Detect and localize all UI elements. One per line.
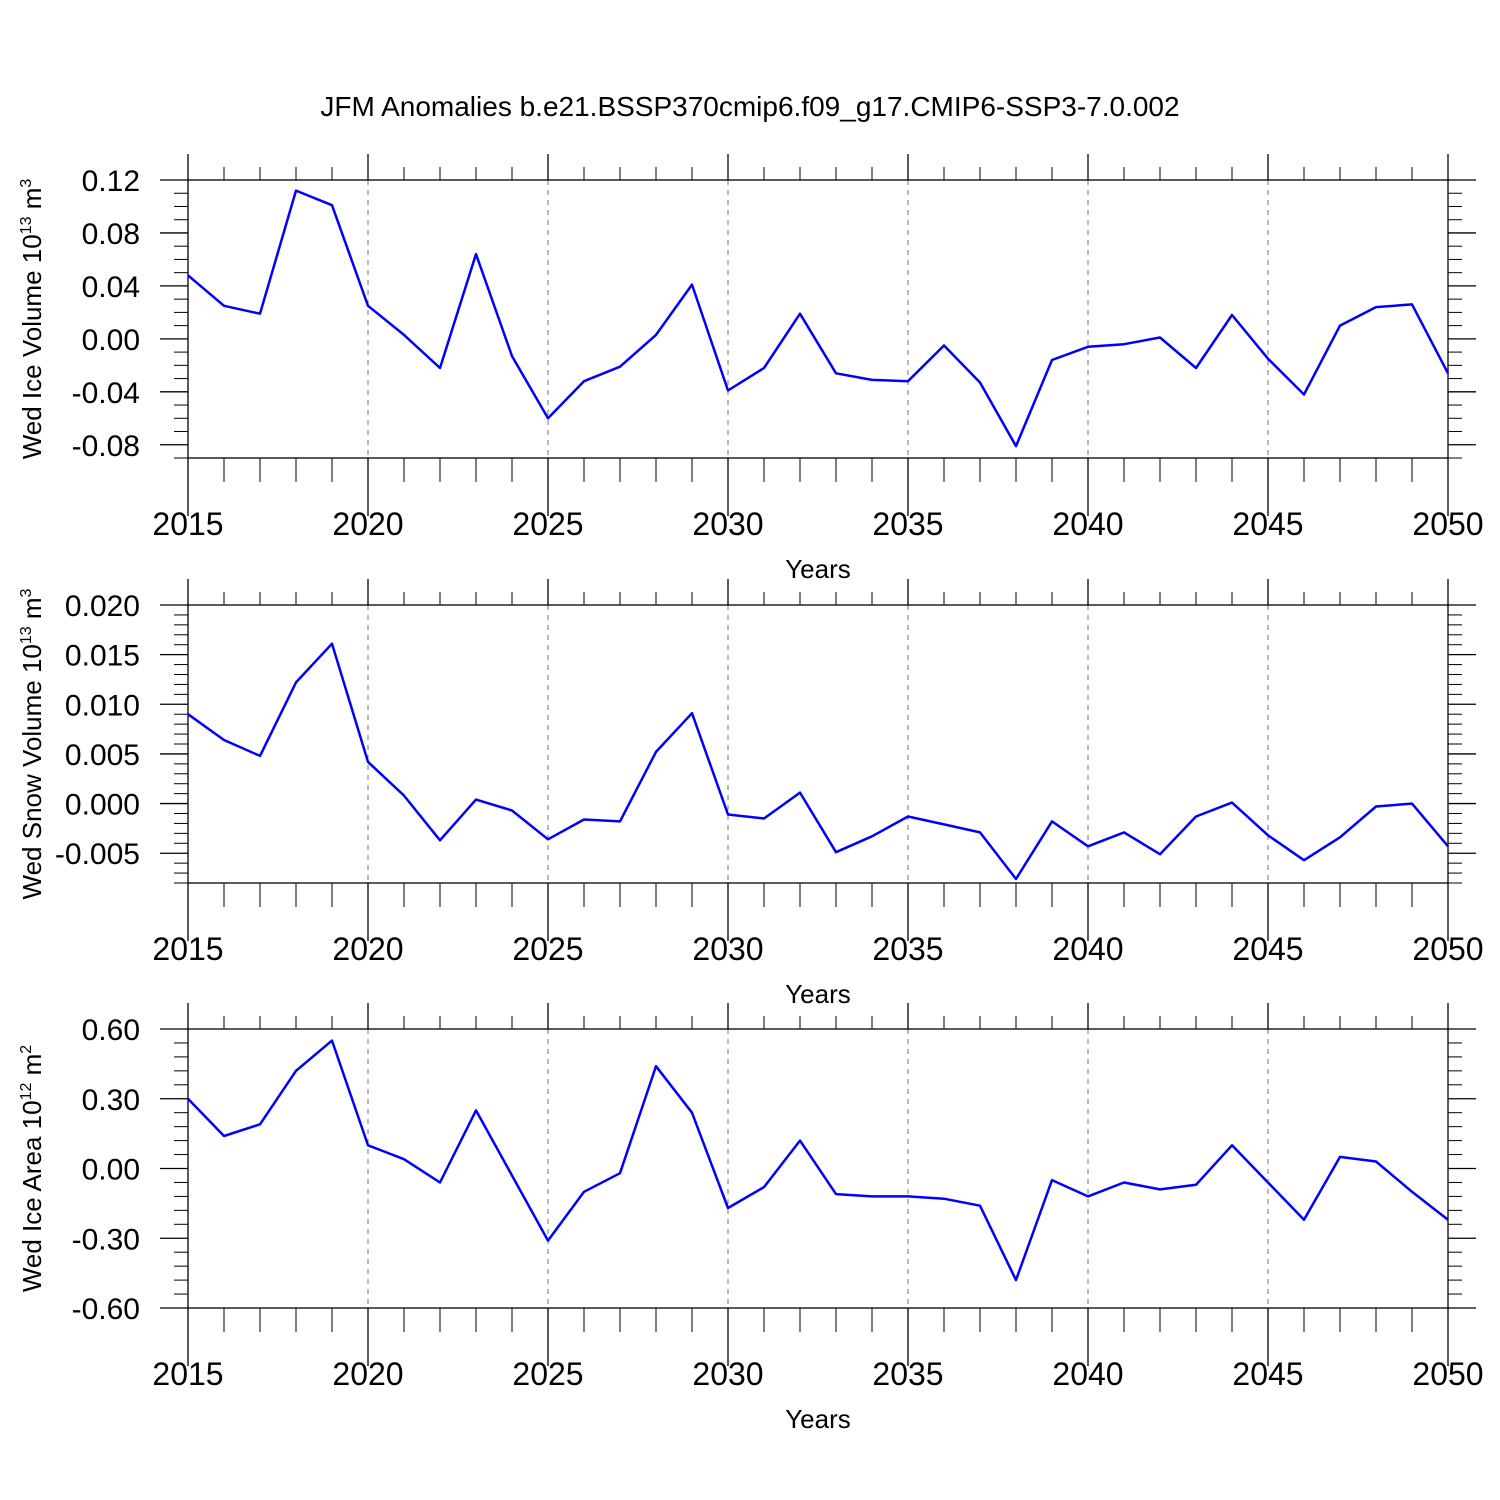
y-axis-label: Wed Ice Area 1012 m2 <box>17 1045 47 1292</box>
y-tick-label: 0.08 <box>82 218 140 251</box>
y-tick-label: 0.00 <box>82 1154 140 1187</box>
y-axis-label-text: m <box>17 1054 47 1083</box>
x-tick-label: 2035 <box>872 506 943 542</box>
x-tick-label: 2040 <box>1052 931 1123 967</box>
x-tick-label: 2045 <box>1232 506 1303 542</box>
y-tick-label: 0.30 <box>82 1084 140 1117</box>
y-tick-label: 0.010 <box>65 689 140 722</box>
y-axis-label-text: Wed Ice Area 10 <box>17 1100 47 1292</box>
x-tick-label: 2015 <box>152 931 223 967</box>
x-axis-label: Years <box>785 979 851 1009</box>
y-axis-label: Wed Snow Volume 1013 m3 <box>17 588 47 899</box>
y-tick-label: 0.00 <box>82 324 140 357</box>
y-axis-label-text: m <box>17 188 47 217</box>
x-tick-label: 2045 <box>1232 1356 1303 1392</box>
x-tick-label: 2020 <box>332 931 403 967</box>
x-tick-label: 2050 <box>1412 1356 1483 1392</box>
y-axis-label-text: Wed Ice Volume 10 <box>17 234 47 459</box>
y-axis-label-superscript: 13 <box>18 216 35 234</box>
y-axis-label-superscript: 12 <box>18 1083 35 1101</box>
x-tick-label: 2040 <box>1052 506 1123 542</box>
y-axis-label-superscript: 3 <box>18 179 35 188</box>
y-tick-label: -0.04 <box>72 377 140 410</box>
x-tick-label: 2030 <box>692 931 763 967</box>
y-tick-label: 0.020 <box>65 590 140 623</box>
y-tick-label: 0.015 <box>65 640 140 673</box>
y-axis-label: Wed Ice Volume 1013 m3 <box>17 179 47 460</box>
series-line <box>187 1039 1449 1282</box>
y-axis-label-superscript: 2 <box>18 1045 35 1054</box>
y-tick-label: -0.60 <box>72 1293 140 1326</box>
y-tick-label: -0.005 <box>55 838 140 871</box>
y-tick-label: -0.30 <box>72 1223 140 1256</box>
y-tick-label: 0.005 <box>65 739 140 772</box>
panel-3: 0.60 0.30 0.00 -0.30 -0.60 2015 2020 2025 2030 20… <box>17 1003 1484 1434</box>
x-tick-label: 2015 <box>152 506 223 542</box>
panel-2: 0.020 0.015 0.010 0.005 0.000 -0.005 2015 2020 2… <box>17 579 1484 1009</box>
x-tick-label: 2020 <box>332 506 403 542</box>
x-tick-label: 2050 <box>1412 506 1483 542</box>
x-tick-label: 2015 <box>152 1356 223 1392</box>
y-axis-label-superscript: 3 <box>18 588 35 597</box>
y-tick-label: 0.04 <box>82 271 140 304</box>
x-tick-label: 2035 <box>872 931 943 967</box>
x-axis-label: Years <box>785 1404 851 1434</box>
x-tick-label: 2040 <box>1052 1356 1123 1392</box>
y-tick-label: 0.60 <box>82 1014 140 1047</box>
x-tick-label: 2025 <box>512 931 583 967</box>
y-tick-label: -0.08 <box>72 430 140 463</box>
x-tick-label: 2045 <box>1232 931 1303 967</box>
x-tick-label: 2020 <box>332 1356 403 1392</box>
y-tick-label: 0.12 <box>82 165 140 198</box>
plot-frame <box>187 179 1449 459</box>
y-axis-label-text: Wed Snow Volume 10 <box>17 644 47 899</box>
y-axis-label-superscript: 13 <box>18 626 35 644</box>
x-tick-label: 2030 <box>692 1356 763 1392</box>
series-line <box>187 642 1449 881</box>
x-tick-label: 2035 <box>872 1356 943 1392</box>
x-axis-label: Years <box>785 554 851 584</box>
x-tick-label: 2030 <box>692 506 763 542</box>
y-tick-label: 0.000 <box>65 789 140 822</box>
panel-1: 0.12 0.08 0.04 0.00 -0.04 -0.08 2015 2020 2025 20… <box>17 154 1484 584</box>
x-tick-label: 2025 <box>512 1356 583 1392</box>
figure-title: JFM Anomalies b.e21.BSSP370cmip6.f09_g17… <box>320 91 1179 122</box>
y-axis-label-text: m <box>17 597 47 626</box>
series-line <box>187 189 1450 448</box>
x-tick-label: 2025 <box>512 506 583 542</box>
x-tick-label: 2050 <box>1412 931 1483 967</box>
